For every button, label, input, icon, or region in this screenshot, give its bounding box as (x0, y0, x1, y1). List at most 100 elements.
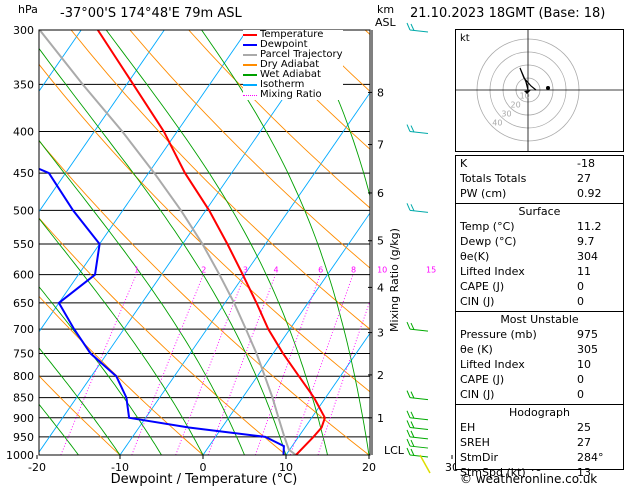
legend-item: Dewpoint (243, 40, 343, 50)
mixing-ratio-line (131, 274, 204, 455)
index-label: Lifted Index (460, 265, 525, 278)
legend-label: Parcel Trajectory (260, 49, 343, 60)
index-row: SREH 27 (456, 435, 623, 450)
wet-adiabat-line (39, 347, 121, 455)
surface-wind-barb-icon (419, 454, 431, 474)
pressure-tick-label: 850 (13, 392, 34, 405)
index-label: Totals Totals (460, 172, 527, 185)
wind-barb-icon (406, 447, 429, 458)
legend-swatch (243, 54, 257, 56)
pressure-tick-label: 650 (13, 297, 34, 310)
pressure-tick-label: 450 (13, 167, 34, 180)
legend-label: Dry Adiabat (260, 59, 320, 70)
index-row: EH 25 (456, 420, 623, 435)
wet-adiabat-line (404, 30, 452, 455)
index-value: 304 (577, 250, 598, 263)
temperature-line (96, 30, 326, 455)
hodograph-stats-title: Hodograph (509, 406, 570, 419)
legend-label: Wet Adiabat (260, 69, 321, 80)
mixing-ratio-label: 1 (134, 266, 139, 275)
x-tick-label: 0 (200, 461, 207, 474)
legend-swatch (243, 34, 257, 36)
index-value: 284° (577, 451, 604, 464)
dry-adiabat-line (39, 63, 370, 393)
dry-adiabat-line (247, 30, 370, 150)
km-label: km (377, 3, 395, 16)
pressure-tick-label: 500 (13, 204, 34, 217)
index-value: 27 (577, 436, 591, 449)
legend-label: Mixing Ratio (260, 89, 322, 100)
km-tick-label: 1 (377, 412, 384, 425)
dry-adiabat-line (39, 295, 204, 455)
index-label: θe (K) (460, 343, 493, 356)
lcl-label: LCL (384, 444, 405, 457)
surface-table: Temp (°C) 11.2 Dewp (°C) 9.7 θe(K) 304 Lifted … (456, 219, 623, 309)
index-value: 11.2 (577, 220, 602, 233)
legend-item: Wet Adiabat (243, 70, 343, 80)
wet-adiabat-line (39, 217, 204, 455)
wind-barb-icon (406, 321, 429, 332)
datetime-title: 21.10.2023 18GMT (Base: 18) (410, 6, 606, 21)
pressure-tick-label: 350 (13, 78, 34, 91)
index-label: CIN (J) (460, 388, 495, 401)
index-value: 975 (577, 328, 598, 341)
index-value: 0 (577, 388, 584, 401)
index-label: PW (cm) (460, 187, 507, 200)
wet-adiabat-line (305, 30, 370, 198)
km-tick-label: 4 (377, 281, 384, 294)
legend-label: Dewpoint (260, 39, 308, 50)
wet-adiabat-line (39, 47, 287, 455)
index-label: θe(K) (460, 250, 490, 263)
legend-label: Isotherm (260, 79, 305, 90)
index-row: CAPE (J) 0 (456, 279, 623, 294)
y-axis-title-right: Mixing Ratio (g/kg) (388, 228, 401, 332)
km-tick-label: 2 (377, 369, 384, 382)
wet-adiabat-line (105, 30, 328, 455)
hodograph-stats-table: EH 25 SREH 27 StmDir 284° StmSpd (kt) 13 (456, 420, 623, 480)
legend-swatch (243, 64, 257, 66)
hodograph-ring-label: 30 (501, 110, 511, 119)
wet-adiabat-line (39, 286, 162, 455)
km-tick-label: 6 (377, 187, 384, 200)
mixing-ratio-label: 8 (351, 266, 356, 275)
index-row: Pressure (mb) 975 (456, 327, 623, 342)
dry-adiabat-line (39, 217, 287, 455)
wet-adiabat-line (39, 403, 79, 455)
pressure-tick-label: 550 (13, 238, 34, 251)
wet-adiabat-line (201, 30, 370, 455)
wind-barb-icon (406, 390, 429, 401)
wind-barb-icon (406, 22, 429, 33)
wet-adiabat-line (39, 139, 245, 455)
index-label: CIN (J) (460, 295, 495, 308)
wind-barb-icon (406, 203, 429, 213)
plot-frame (38, 29, 371, 456)
pressure-tick-label: 700 (13, 323, 34, 336)
index-row: Lifted Index 11 (456, 264, 623, 279)
x-tick-label: 10 (279, 461, 293, 474)
unstable-table: Pressure (mb) 975 θe (K) 305 Lifted Index 10 C… (456, 327, 623, 402)
wind-barb-icon (406, 438, 429, 449)
parcel-trajectory-line (39, 30, 297, 455)
index-row: PW (cm) 0.92 (456, 186, 623, 201)
pressure-tick-label: 400 (13, 126, 34, 139)
index-value: 0 (577, 280, 584, 293)
isotherm-line (202, 212, 370, 455)
mixing-ratio-label: 3 (243, 266, 248, 275)
pressure-tick-label: 600 (13, 269, 34, 282)
hodograph-panel: kt 10 20 30 40 (455, 29, 624, 152)
legend-swatch (243, 44, 257, 46)
index-label: SREH (460, 436, 490, 449)
index-row: θe(K) 304 (456, 249, 623, 264)
isotherm-line (285, 332, 370, 455)
index-value: 9.7 (577, 235, 595, 248)
index-label: Pressure (mb) (460, 328, 537, 341)
index-value: 305 (577, 343, 598, 356)
index-row: Temp (°C) 11.2 (456, 219, 623, 234)
pressure-tick-label: 800 (13, 370, 34, 383)
legend-item: Temperature (243, 30, 343, 40)
legend-item: Isotherm (243, 80, 343, 90)
pressure-tick-label: 750 (13, 347, 34, 360)
pressure-tick-label: 300 (13, 24, 34, 37)
pressure-tick-label: 1000 (6, 449, 34, 462)
index-label: Temp (°C) (460, 220, 515, 233)
